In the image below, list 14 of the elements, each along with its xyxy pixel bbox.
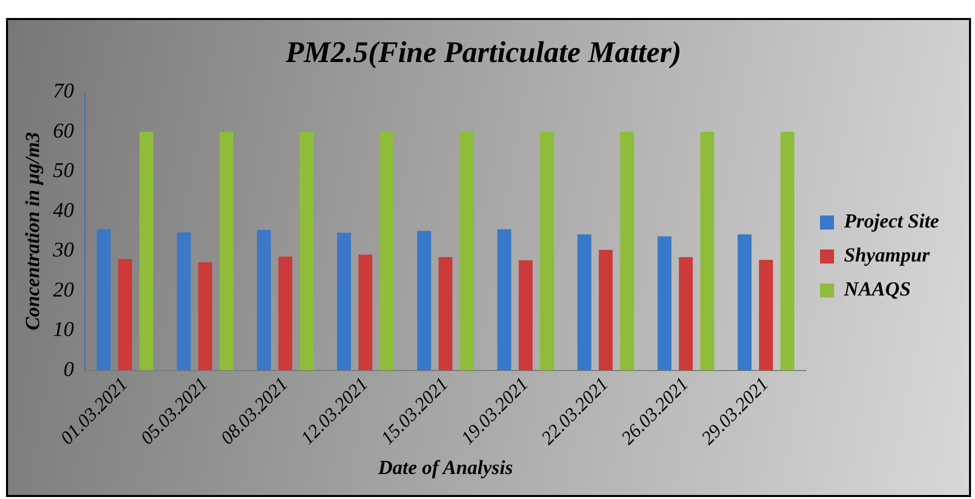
- x-axis-title: Date of Analysis: [377, 457, 514, 480]
- y-tick-label: 40: [53, 198, 74, 222]
- legend-label: Shyampur: [844, 244, 930, 267]
- chart-title: PM2.5(Fine Particulate Matter): [284, 36, 682, 69]
- y-tick-label: 0: [64, 356, 74, 381]
- y-tick-label: 30: [52, 238, 74, 262]
- y-tick-label: 60: [53, 118, 74, 142]
- y-tick-label: 70: [53, 78, 74, 103]
- y-tick-label: 10: [53, 317, 74, 342]
- y-tick-label: 20: [53, 277, 74, 302]
- y-tick-label: 50: [53, 158, 74, 182]
- legend-label: Project Site: [843, 210, 940, 233]
- y-axis-title: Concentration in µg/m3: [22, 132, 44, 330]
- legend-label: NAAQS: [843, 278, 911, 301]
